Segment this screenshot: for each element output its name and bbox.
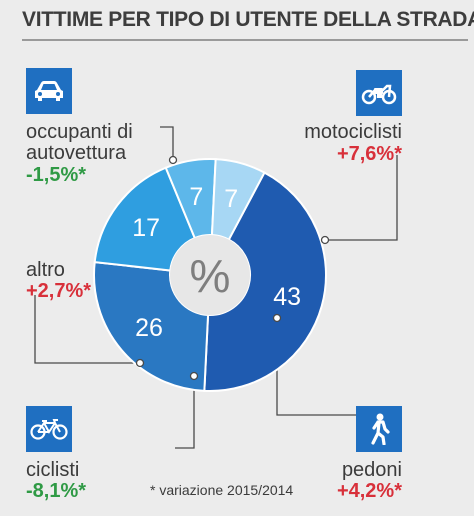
title-divider xyxy=(22,39,468,41)
motorcycle-icon-box xyxy=(356,70,402,116)
leader-line-auto xyxy=(160,126,174,160)
center-percent-label: % xyxy=(190,250,231,302)
donut-center xyxy=(170,235,250,315)
bicycle-icon-box xyxy=(26,406,72,452)
leader-line-ciclisti xyxy=(175,376,195,449)
car-icon-box xyxy=(26,68,72,114)
change-ciclisti: -8,1%* xyxy=(26,480,87,502)
label-auto-line1: occupanti di xyxy=(26,121,133,143)
slice-label-ciclisti: 7 xyxy=(189,183,203,211)
label-pedoni: pedoni xyxy=(341,459,402,481)
leader-dot-ciclisti xyxy=(189,371,199,381)
label-ciclisti: ciclisti xyxy=(26,459,80,481)
label-moto: motociclisti xyxy=(304,121,402,143)
label-auto-line2: autovettura xyxy=(26,142,127,164)
leader-dot-altro xyxy=(135,358,145,368)
slice-label-occupanti-di-autovettura: 43 xyxy=(273,283,301,311)
change-moto: +7,6%* xyxy=(336,143,402,165)
bicycle-icon xyxy=(30,419,68,440)
leader-line-altro xyxy=(34,295,140,364)
motorcycle-icon xyxy=(361,84,397,105)
change-altro: +2,7%* xyxy=(26,280,92,302)
change-pedoni: +4,2%* xyxy=(336,480,402,502)
change-auto: -1,5%* xyxy=(26,164,87,186)
pedestrian-icon xyxy=(371,413,390,445)
page-title: VITTIME PER TIPO DI UTENTE DELLA STRADA xyxy=(22,8,474,31)
leader-dot-moto xyxy=(320,235,330,245)
footnote: * variazione 2015/2014 xyxy=(150,482,294,498)
label-altro: altro xyxy=(26,259,65,281)
slice-label-pedoni: 17 xyxy=(132,214,160,242)
pedestrian-icon-box xyxy=(356,406,402,452)
leader-line-moto xyxy=(325,155,398,241)
slice-label-motociclisti: 26 xyxy=(135,314,163,342)
leader-dot-auto xyxy=(168,155,178,165)
slice-label-altro: 7 xyxy=(224,185,238,213)
leader-dot-pedoni xyxy=(272,313,282,323)
car-icon xyxy=(35,81,63,101)
